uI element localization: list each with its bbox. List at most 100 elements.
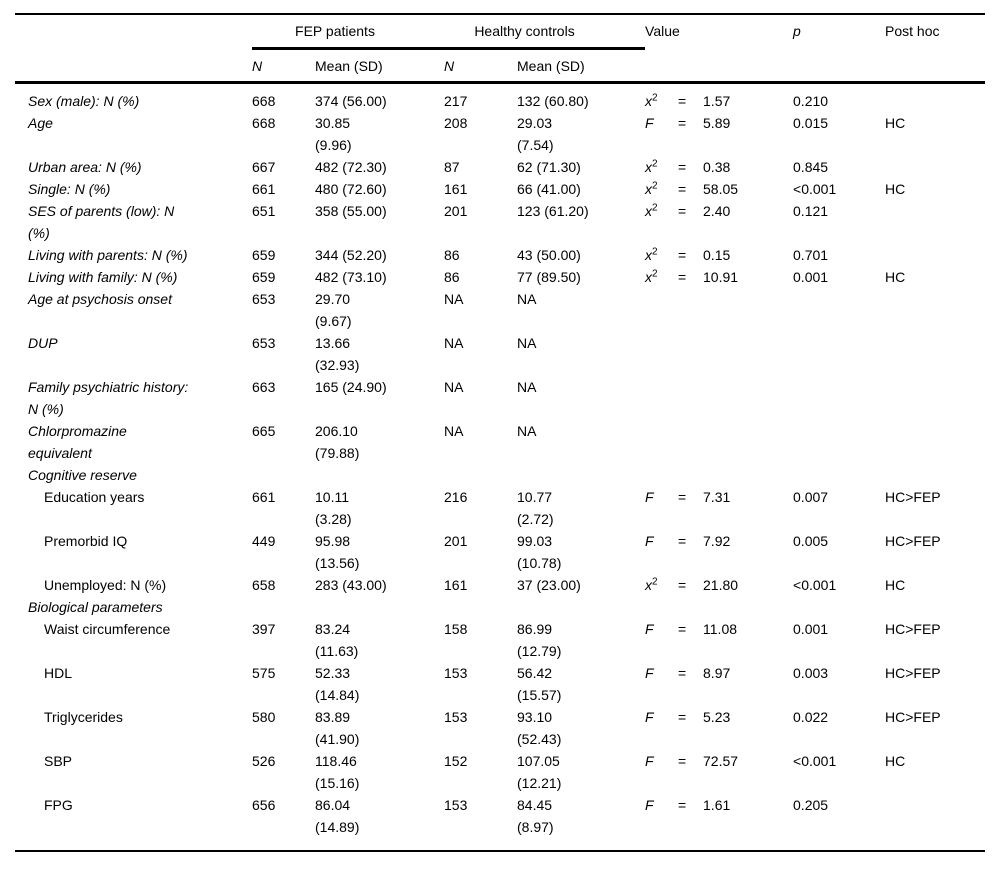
p-value: 0.205	[793, 794, 886, 852]
stat-value: 10.91	[703, 269, 739, 285]
column-group-fep-patients: FEP patients	[252, 13, 444, 50]
fep-mean-sd: 30.85 (9.96)	[315, 115, 352, 153]
equals-sign: =	[678, 115, 687, 131]
fep-mean-sd: 95.98 (13.56)	[315, 533, 360, 571]
hc-n: 161	[444, 181, 468, 197]
table-row: Unemployed: N (%) 658 283 (43.00) 161 37 (23…	[15, 574, 985, 596]
stat-value	[703, 332, 793, 376]
posthoc-value: HC	[885, 115, 906, 131]
row-label: Living with parents: N (%)	[28, 247, 188, 263]
fep-n: 651	[252, 203, 276, 219]
equals-sign: =	[678, 269, 687, 285]
hc-mean-sd: NA	[517, 335, 537, 351]
header-group-row: FEP patients Healthy controls Value p Po…	[15, 13, 986, 84]
row-label: Age at psychosis onset	[28, 291, 172, 307]
stat-value	[703, 596, 793, 618]
fep-mean-sd: 480 (72.60)	[315, 181, 387, 197]
posthoc-value	[885, 464, 985, 486]
stat-symbol	[645, 332, 678, 376]
table-row: DUP 653 13.66 (32.93) NA NA	[15, 332, 985, 376]
table-row: Triglycerides 580 83.89 (41.90) 153 93.10 (5…	[15, 706, 985, 750]
row-label: Waist circumference	[44, 621, 171, 637]
equals-sign	[678, 464, 703, 486]
fep-mean-sd: 52.33 (14.84)	[315, 665, 360, 703]
row-label: Chlorpromazine equivalent	[28, 423, 127, 461]
hc-n: 152	[444, 753, 468, 769]
posthoc-value	[885, 376, 985, 420]
hc-n: 158	[444, 621, 468, 637]
row-label: Urban area: N (%)	[28, 159, 142, 175]
fep-n: 661	[252, 489, 276, 505]
p-value: 0.015	[793, 115, 829, 131]
p-value	[793, 288, 885, 332]
hc-mean-sd: NA	[517, 379, 537, 395]
row-label: DUP	[28, 335, 58, 351]
stat-symbol: F	[645, 621, 654, 637]
stat-symbol: F	[645, 115, 654, 131]
p-value: 0.001	[793, 269, 829, 285]
p-value: <0.001	[793, 181, 837, 197]
fep-mean-sd: 165 (24.90)	[315, 379, 387, 395]
p-value: 0.022	[793, 709, 829, 725]
hc-mean-sd: 77 (89.50)	[517, 269, 581, 285]
hc-n: NA	[444, 335, 464, 351]
hc-mean-sd: 56.42 (15.57)	[517, 665, 562, 703]
posthoc-value	[885, 156, 985, 178]
stat-value: 0.15	[703, 247, 731, 263]
table-row: Sex (male): N (%) 668 374 (56.00) 217 132 (6…	[15, 83, 985, 113]
table-row: HDL 575 52.33 (14.84) 153 56.42 (15.57) F = 8.9…	[15, 662, 985, 706]
hc-n: 87	[444, 159, 460, 175]
hc-mean-sd: NA	[517, 291, 537, 307]
hc-mean-sd: 93.10 (52.43)	[517, 709, 562, 747]
posthoc-value	[885, 596, 985, 618]
column-group-healthy-controls: Healthy controls	[444, 13, 646, 50]
hc-mean-sd: 99.03 (10.78)	[517, 533, 562, 571]
stat-symbol	[645, 596, 678, 618]
stat-symbol: F	[645, 753, 654, 769]
fep-n: 656	[252, 794, 315, 852]
fep-mean-sd: 29.70 (9.67)	[315, 291, 352, 329]
p-value	[793, 420, 885, 464]
posthoc-value: HC>FEP	[885, 709, 941, 725]
stat-symbol	[645, 420, 678, 464]
column-header-posthoc: Post hoc	[885, 13, 986, 84]
row-label: Living with family: N (%)	[28, 269, 178, 285]
fep-n: 661	[252, 181, 276, 197]
table-body: Sex (male): N (%) 668 374 (56.00) 217 132 (6…	[15, 83, 986, 852]
equals-sign: =	[678, 753, 687, 769]
hc-mean-sd: 29.03 (7.54)	[517, 115, 554, 153]
posthoc-value: HC>FEP	[885, 665, 941, 681]
stat-value	[703, 420, 793, 464]
table-row: SBP 526 118.46 (15.16) 152 107.05 (12.21) F = 7…	[15, 750, 985, 794]
posthoc-value	[885, 420, 985, 464]
stat-symbol: x2	[645, 246, 658, 263]
hc-n: 86	[444, 269, 460, 285]
hc-n: 153	[444, 665, 468, 681]
table-row: SES of parents (low): N (%) 651 358 (55.00…	[15, 200, 985, 244]
stat-symbol: F	[645, 794, 679, 852]
row-label: Biological parameters	[28, 599, 163, 615]
fep-n	[252, 464, 315, 486]
hc-n: 86	[444, 247, 460, 263]
fep-n	[252, 596, 315, 618]
stat-value: 21.80	[703, 577, 739, 593]
equals-sign	[678, 596, 703, 618]
posthoc-value	[885, 244, 985, 266]
stat-value: 58.05	[703, 181, 739, 197]
stat-symbol: x2	[645, 576, 658, 593]
row-label: SBP	[44, 753, 73, 769]
fep-n: 580	[252, 709, 276, 725]
equals-sign: =	[678, 794, 704, 852]
stat-symbol: x2	[645, 202, 658, 219]
posthoc-value	[885, 332, 985, 376]
fep-n: 665	[252, 423, 276, 439]
fep-n: 653	[252, 335, 276, 351]
fep-mean-sd: 482 (72.30)	[315, 159, 387, 175]
stat-value: 72.57	[703, 753, 739, 769]
hc-mean-sd: 86.99 (12.79)	[517, 621, 562, 659]
p-value: 0.845	[793, 159, 829, 175]
fep-n: 667	[252, 159, 276, 175]
row-label: Cognitive reserve	[28, 467, 137, 483]
row-label: Triglycerides	[44, 709, 123, 725]
posthoc-value: HC>FEP	[885, 533, 941, 549]
